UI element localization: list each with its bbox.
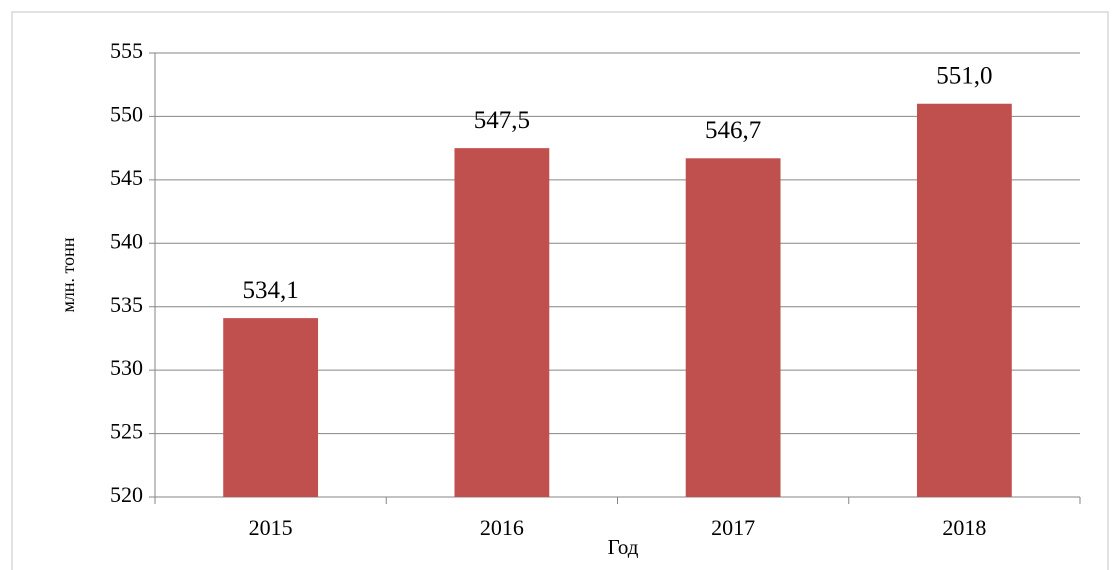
bar [223, 318, 319, 497]
data-label: 547,5 [474, 107, 530, 134]
x-axis-label: Год [608, 535, 639, 559]
y-tick-label: 535 [110, 292, 143, 317]
x-tick-label: 2015 [249, 515, 293, 540]
x-tick-label: 2018 [942, 515, 986, 540]
x-tick-label: 2017 [711, 515, 755, 540]
y-tick-label: 550 [110, 101, 143, 126]
data-label: 546,7 [705, 117, 761, 144]
bar [916, 103, 1012, 497]
y-tick-label: 545 [110, 165, 143, 190]
bar [454, 148, 550, 497]
y-tick-label: 530 [110, 355, 143, 380]
bar [685, 158, 781, 497]
chart-border [11, 11, 1109, 570]
y-tick-label: 540 [110, 228, 143, 253]
data-label: 534,1 [243, 277, 299, 304]
y-tick-label: 525 [110, 419, 143, 444]
y-tick-label: 520 [110, 482, 143, 507]
data-label: 551,0 [936, 62, 992, 89]
y-tick-label: 555 [110, 38, 143, 63]
y-axis-label: млн. тонн [58, 237, 78, 312]
x-tick-label: 2016 [480, 515, 524, 540]
